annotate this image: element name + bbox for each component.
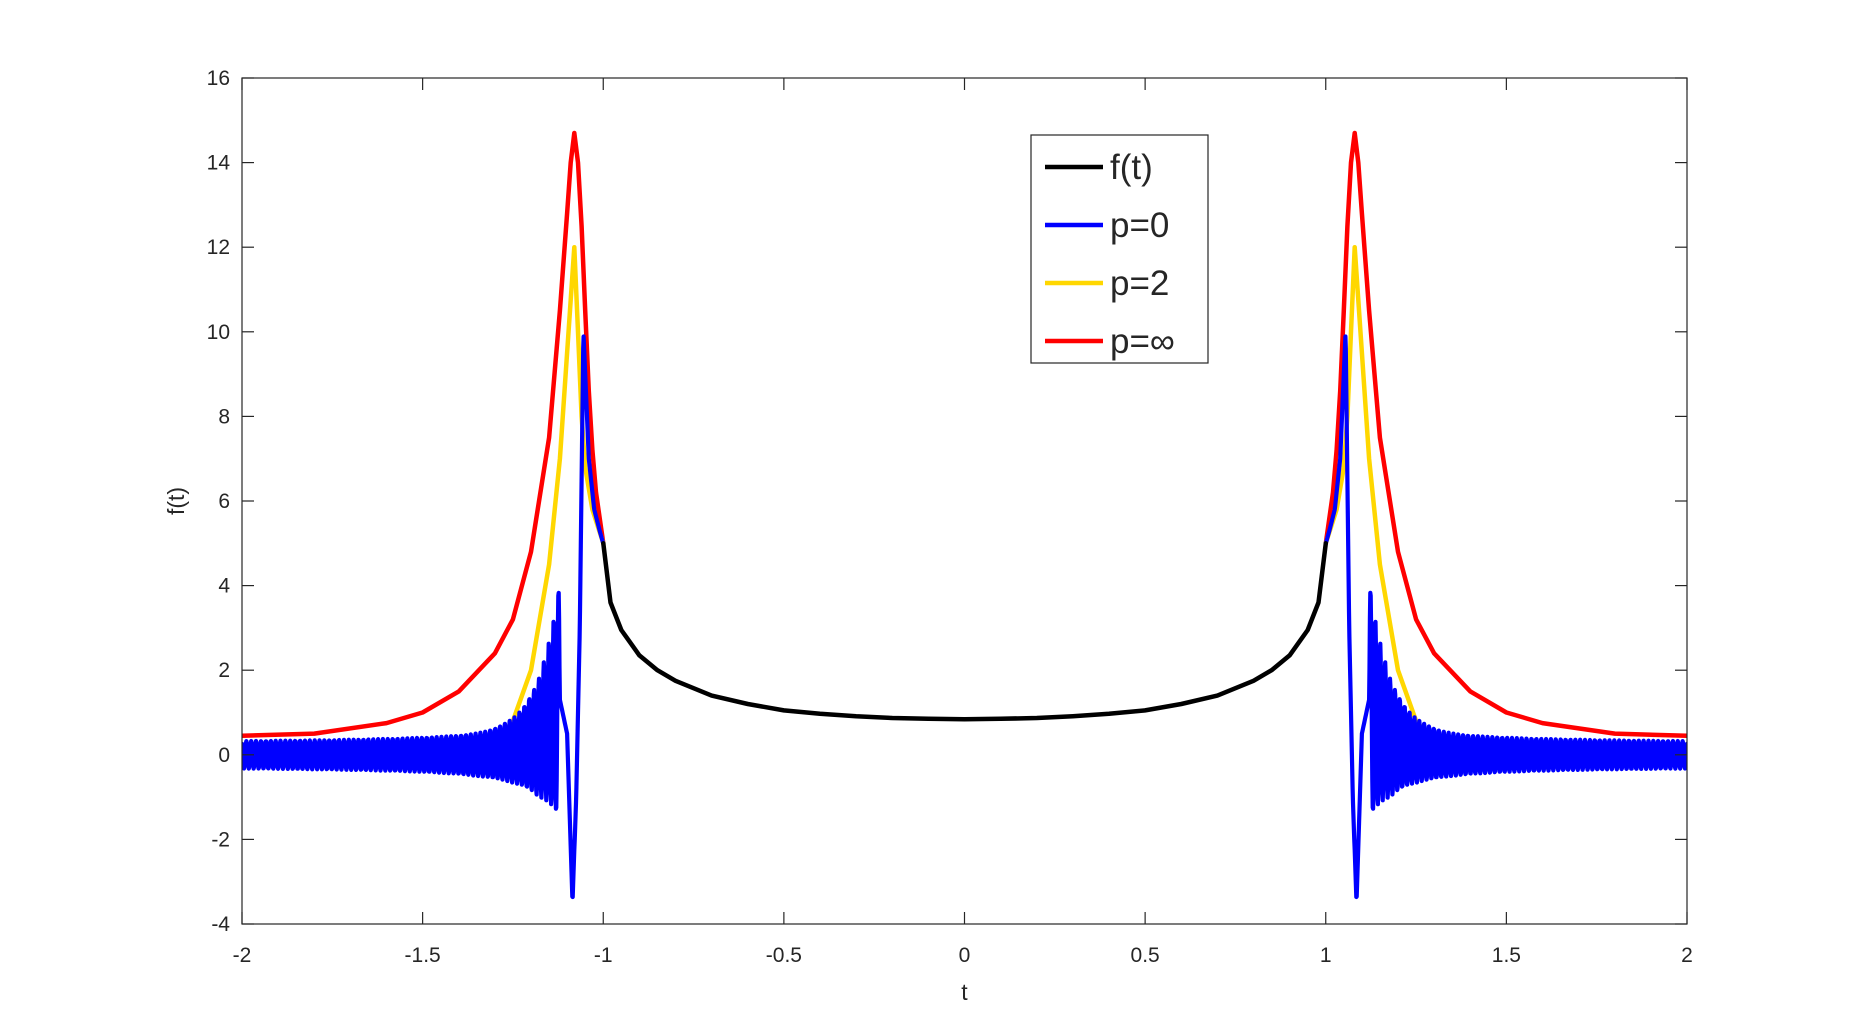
y-axis-ticks: -4 -2 0 2 4 6 8 10 12 14 16 <box>207 67 1687 936</box>
x-tick-label: 2 <box>1681 944 1693 967</box>
legend-label-p-inf: p=∞ <box>1110 322 1175 361</box>
y-tick-label: 4 <box>218 575 230 598</box>
y-tick-label: 14 <box>207 152 231 175</box>
y-tick-label: 16 <box>207 67 230 90</box>
x-axis-ticks: -2 -1.5 -1 -0.5 0 0.5 1 1.5 2 <box>233 78 1693 967</box>
legend: f(t) p=0 p=2 p=∞ <box>1030 134 1209 364</box>
y-tick-label: 12 <box>207 236 230 259</box>
y-tick-label: 6 <box>218 490 230 513</box>
x-tick-label: 0 <box>959 944 971 967</box>
y-tick-label: 8 <box>218 405 230 428</box>
y-tick-label: -4 <box>211 913 230 936</box>
plot-area <box>242 78 1687 924</box>
y-tick-label: -2 <box>211 828 230 851</box>
series-layer <box>242 130 1687 900</box>
x-tick-label: 1 <box>1320 944 1332 967</box>
y-tick-label: 10 <box>207 321 230 344</box>
legend-box <box>1030 134 1209 364</box>
legend-label-p-2: p=2 <box>1110 264 1169 303</box>
x-tick-label: 0.5 <box>1131 944 1160 967</box>
series-line-p-inf-right <box>1323 130 1687 739</box>
legend-label-p-0: p=0 <box>1110 206 1169 245</box>
series-line-p-0-left <box>242 334 606 900</box>
y-tick-label: 0 <box>218 744 230 767</box>
series-line-f-t <box>601 541 1329 722</box>
x-tick-label: -1.5 <box>405 944 441 967</box>
series-line-p-inf-left <box>242 130 606 739</box>
x-tick-label: -1 <box>594 944 613 967</box>
y-axis-label: f(t) <box>163 487 189 515</box>
y-tick-label: 2 <box>218 659 230 682</box>
x-tick-label: 1.5 <box>1492 944 1521 967</box>
legend-label-f-t: f(t) <box>1110 148 1153 187</box>
x-tick-label: -0.5 <box>766 944 802 967</box>
x-tick-label: -2 <box>233 944 252 967</box>
legend-entries: f(t) p=0 p=2 p=∞ <box>1045 148 1175 361</box>
x-axis-label: t <box>961 979 968 1005</box>
series-line-p-0-right <box>1323 334 1687 900</box>
